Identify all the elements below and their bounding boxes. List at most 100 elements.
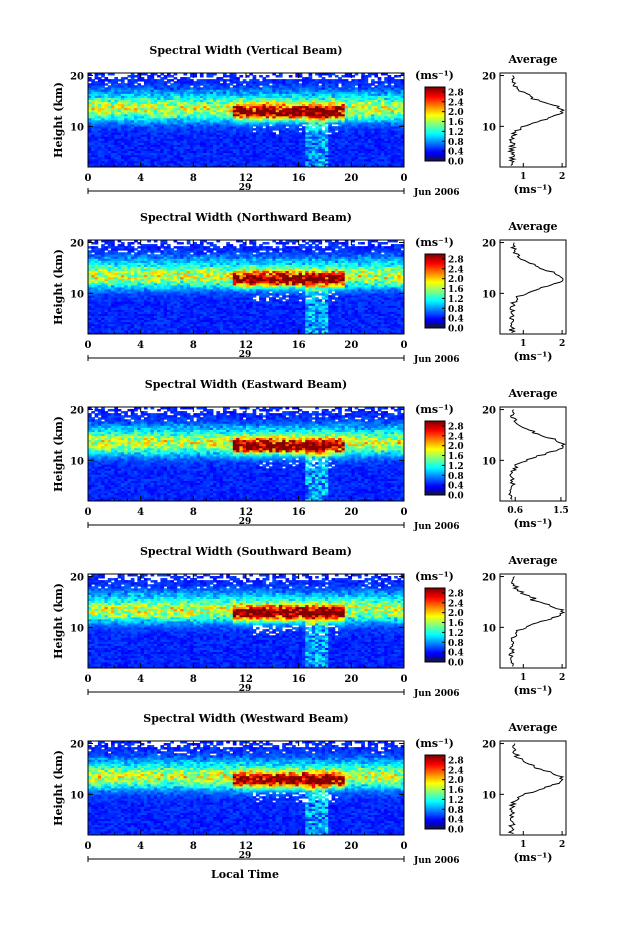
heatmap-cell: [219, 156, 224, 160]
heatmap-cell: [265, 142, 270, 145]
heatmap-cell: [242, 148, 247, 152]
heatmap-cell: [308, 109, 313, 113]
heatmap-cell: [318, 134, 323, 137]
heatmap-cell: [219, 144, 224, 147]
heatmap-cell: [242, 117, 247, 121]
heatmap-cell: [163, 93, 168, 96]
heatmap-cell: [120, 111, 125, 115]
heatmap-cell: [334, 97, 339, 100]
heatmap-cell: [97, 89, 102, 92]
heatmap-cell: [275, 75, 280, 78]
heatmap-cell: [137, 160, 142, 164]
heatmap-cell: [157, 140, 161, 143]
day-label: 29: [239, 183, 252, 193]
heatmap-cell: [196, 115, 201, 119]
heatmap-cell: [269, 138, 273, 141]
heatmap-cell: [242, 91, 247, 94]
heatmap-cell: [262, 124, 267, 127]
heatmap-cell: [143, 115, 148, 119]
heatmap-cell: [315, 115, 319, 119]
heatmap-cell: [341, 152, 346, 156]
heatmap-cell: [213, 128, 217, 131]
heatmap-cell: [272, 164, 277, 168]
heatmap-cell: [213, 124, 217, 127]
heatmap-cell: [282, 115, 286, 119]
heatmap-cell: [275, 93, 280, 96]
heatmap-cell: [117, 160, 122, 164]
heatmap-cell: [111, 83, 115, 86]
heatmap-cell: [101, 79, 105, 82]
heatmap-cell: [101, 89, 105, 92]
heatmap-cell: [206, 164, 211, 168]
heatmap-cell: [288, 122, 293, 125]
heatmap-cell: [216, 91, 221, 94]
heatmap-cell: [282, 134, 286, 137]
heatmap-cell: [117, 95, 122, 98]
heatmap-cell: [196, 113, 201, 117]
heatmap-cell: [107, 109, 112, 113]
heatmap-cell: [94, 113, 99, 117]
heatmap-cell: [114, 144, 119, 147]
heatmap-cell: [262, 97, 267, 100]
heatmap-cell: [120, 120, 125, 123]
heatmap-cell: [153, 124, 158, 127]
heatmap-cell: [219, 103, 224, 107]
heatmap-cell: [275, 136, 280, 139]
heatmap-cell: [311, 89, 316, 92]
heatmap-cell: [140, 152, 145, 156]
heatmap-cell: [173, 162, 178, 166]
heatmap-cell: [130, 73, 135, 76]
average-x-tick-label: 2: [559, 172, 565, 182]
panel-1: Spectral Width (Vertical Beam)1020Height…: [52, 44, 567, 198]
heatmap-cell: [344, 154, 349, 158]
heatmap-cell: [298, 75, 303, 78]
heatmap-cell: [180, 117, 184, 121]
heatmap-cell: [344, 120, 349, 123]
heatmap-cell: [301, 134, 306, 137]
heatmap-cell: [183, 83, 188, 86]
heatmap-cell: [338, 87, 342, 90]
heatmap-cell: [344, 97, 349, 100]
heatmap-cell: [318, 146, 323, 150]
heatmap-cell: [147, 101, 151, 105]
heatmap-cell: [216, 81, 221, 84]
heatmap-cell: [153, 115, 158, 119]
heatmap-cell: [199, 156, 204, 160]
heatmap-cell: [120, 156, 125, 160]
heatmap-cell: [325, 164, 329, 168]
heatmap-cell: [216, 109, 221, 113]
heatmap-cell: [275, 107, 280, 111]
heatmap-cell: [203, 85, 207, 88]
heatmap-cell: [249, 154, 253, 158]
heatmap-cell: [219, 128, 224, 131]
heatmap-cell: [275, 122, 280, 125]
heatmap-cell: [269, 103, 273, 107]
heatmap-cell: [315, 148, 319, 152]
heatmap-cell: [160, 122, 165, 125]
heatmap-cell: [97, 97, 102, 100]
heatmap-cell: [137, 95, 142, 98]
heatmap-cell: [246, 148, 250, 152]
heatmap-cell: [338, 140, 342, 143]
heatmap-cell: [134, 99, 138, 103]
heatmap-cell: [137, 77, 142, 80]
heatmap-cell: [180, 154, 184, 158]
heatmap-cell: [282, 87, 286, 90]
heatmap-cell: [137, 148, 142, 152]
heatmap-cell: [163, 154, 168, 158]
heatmap-cell: [206, 148, 211, 152]
heatmap-cell: [134, 148, 138, 152]
heatmap-cell: [196, 144, 201, 147]
heatmap-cell: [255, 158, 260, 162]
heatmap-cell: [321, 77, 326, 80]
heatmap-cell: [229, 99, 234, 103]
heatmap-cell: [232, 115, 237, 119]
heatmap-cell: [94, 89, 99, 92]
heatmap-cell: [196, 85, 201, 88]
heatmap-cell: [183, 148, 188, 152]
heatmap-cell: [206, 122, 211, 125]
heatmap-cell: [167, 107, 171, 111]
heatmap-cell: [104, 142, 109, 145]
heatmap-cell: [111, 81, 115, 84]
heatmap-cell: [173, 134, 178, 137]
